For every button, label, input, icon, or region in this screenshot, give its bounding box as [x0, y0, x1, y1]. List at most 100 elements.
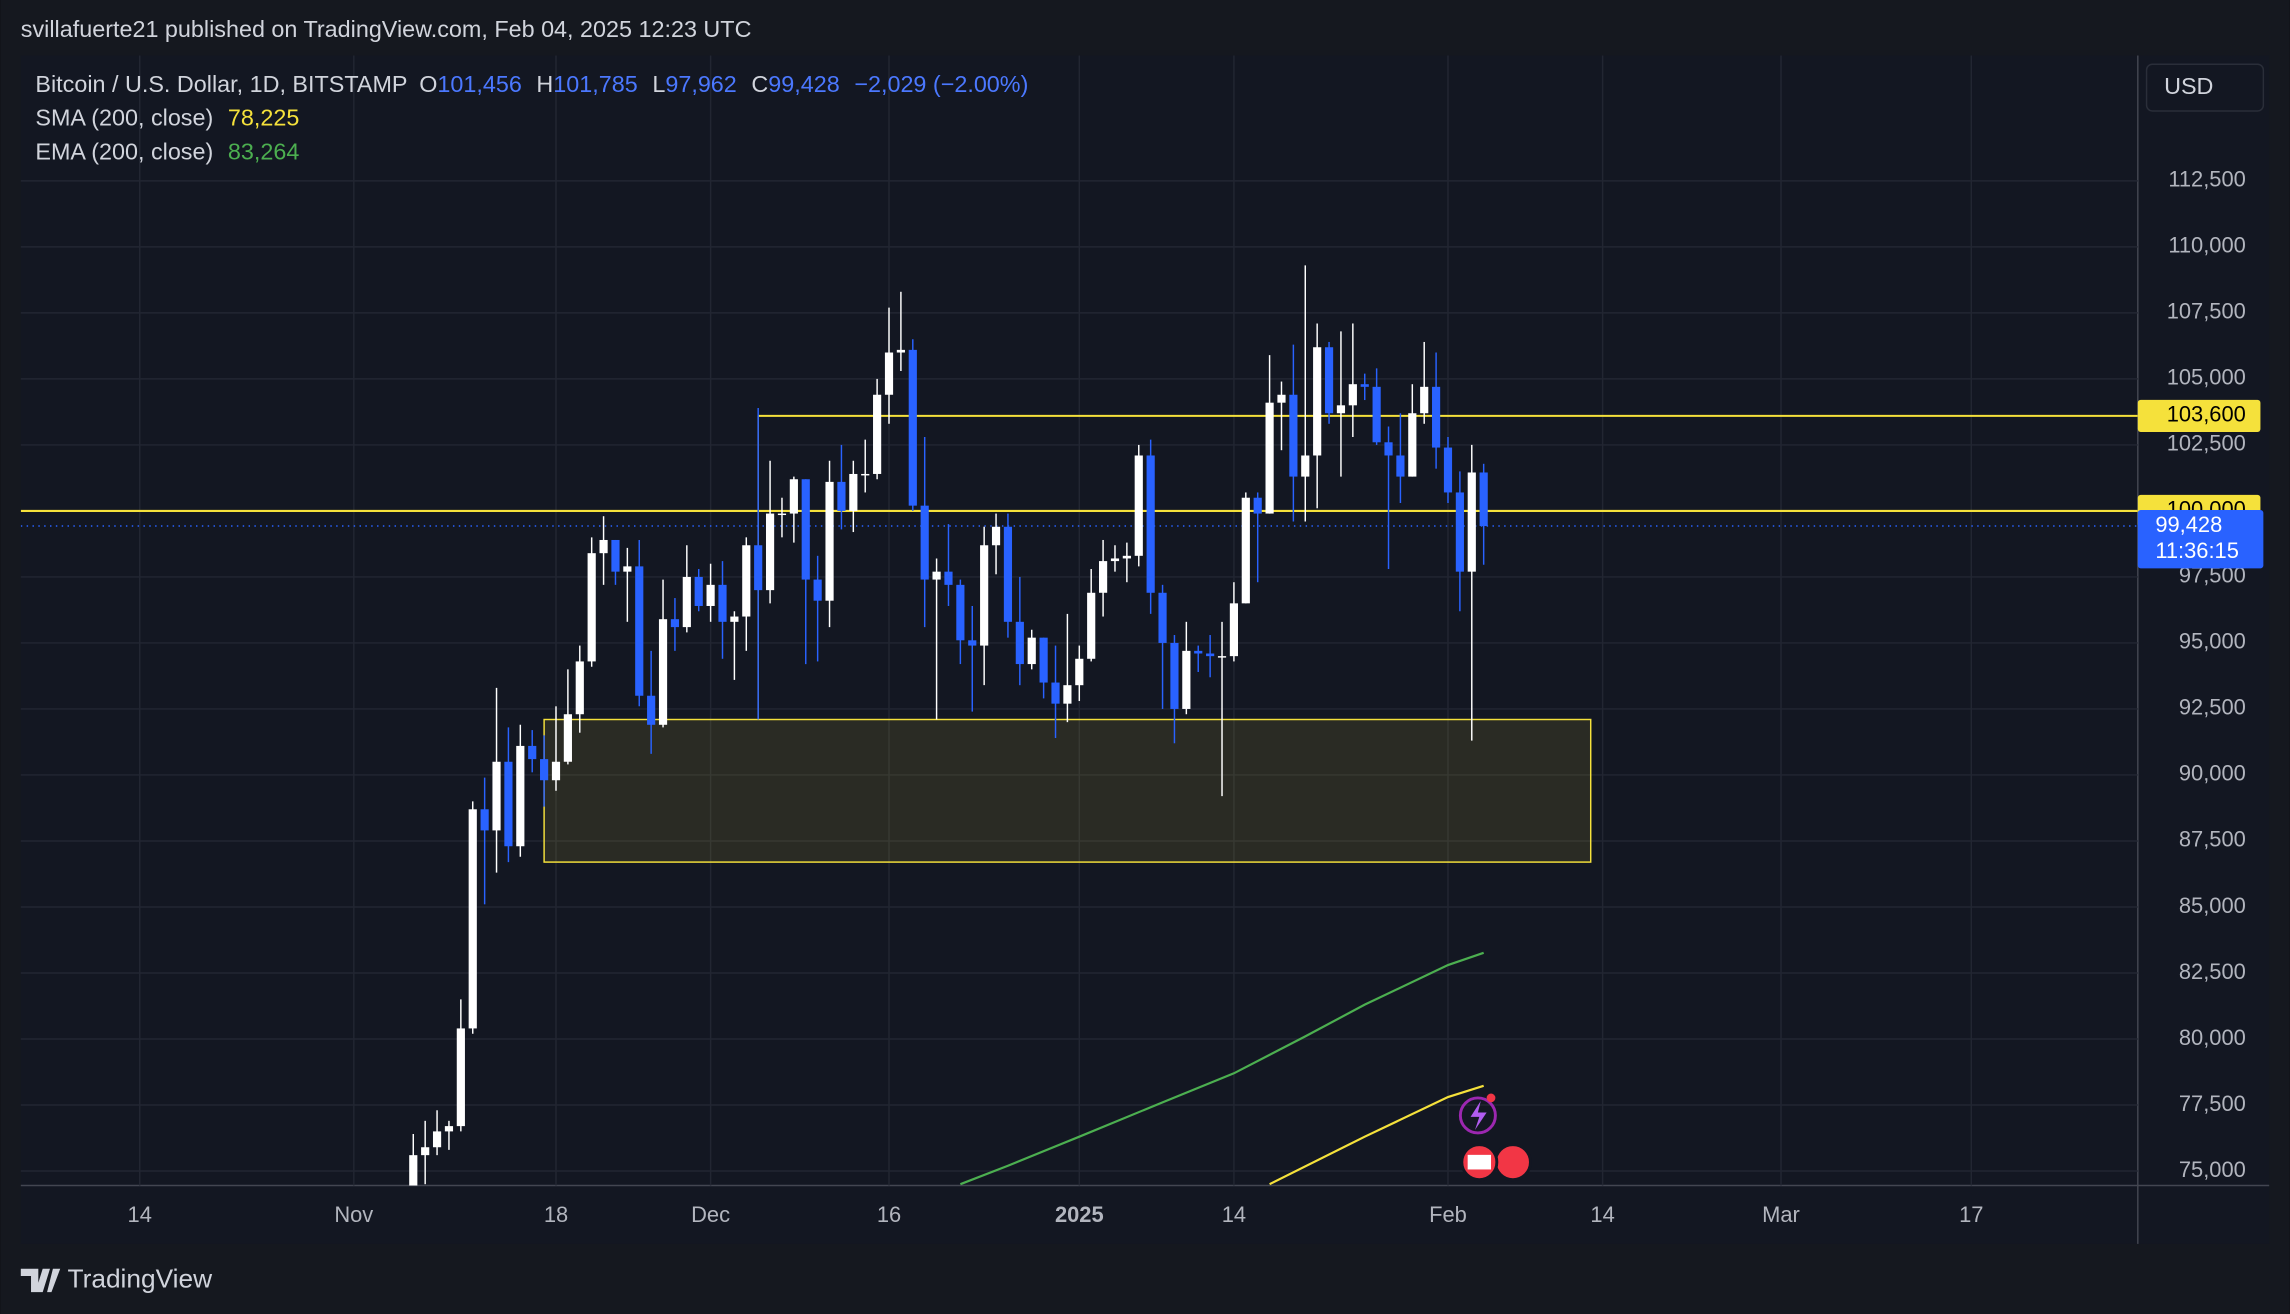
ohlc-value: 101,456	[437, 71, 521, 97]
candle-body	[623, 566, 632, 572]
candle-body	[1313, 347, 1322, 456]
y-tick-label: 102,500	[2167, 431, 2246, 456]
candle-body	[468, 809, 477, 1029]
x-tick-label: 14	[1222, 1202, 1246, 1227]
brand-logo	[20, 1268, 61, 1293]
brand-name: TradingView	[68, 1263, 214, 1293]
x-tick-label: Mar	[1762, 1202, 1800, 1227]
candle-body	[456, 1028, 465, 1127]
x-tick-label: Dec	[691, 1202, 730, 1227]
candle-body	[1408, 413, 1417, 477]
ohlc-value: 101,785	[553, 71, 637, 97]
candle-body	[1396, 455, 1405, 477]
y-tick-label: 110,000	[2168, 233, 2246, 258]
candle-body	[1194, 650, 1203, 654]
candle-body	[1467, 472, 1476, 572]
time-axis	[20, 1185, 2138, 1244]
x-tick-label: 16	[877, 1202, 901, 1227]
event-icon	[1470, 1100, 1487, 1131]
x-tick-label: 18	[544, 1202, 568, 1227]
zone	[543, 718, 1592, 863]
candle-body	[1455, 492, 1464, 572]
candle-body	[706, 584, 715, 606]
candle-body	[670, 619, 680, 628]
candle-body	[1039, 637, 1048, 683]
legend: Bitcoin / U.S. Dollar, 1D, BITSTAMP O101,…	[35, 71, 1028, 164]
candle-body	[1420, 386, 1429, 414]
x-tick-label: Nov	[334, 1202, 373, 1227]
candle-body	[980, 545, 989, 646]
ohlc-key: C	[751, 71, 768, 97]
candle-body	[611, 539, 620, 572]
candle-body	[1217, 656, 1227, 658]
axes: 75,000 77,500 80,000 82,500 85,000 87,500 90,0…	[128, 167, 2264, 1227]
indicator-value: 83,264	[228, 138, 299, 164]
candle-body	[1206, 653, 1215, 657]
candle-body	[421, 1147, 430, 1156]
candle-body	[801, 479, 810, 580]
price-axis	[2137, 55, 2270, 1244]
event-flag	[1493, 1143, 1532, 1182]
candle-body	[884, 352, 894, 395]
candle-body	[956, 584, 965, 641]
candle-body	[492, 761, 501, 831]
candle-body	[896, 349, 905, 353]
candle-body	[861, 473, 870, 476]
candle-body	[1324, 347, 1334, 414]
candle-body	[1122, 555, 1131, 559]
candle-body	[1146, 455, 1155, 593]
candle-body	[849, 473, 858, 511]
candle-body	[575, 661, 584, 715]
usd-button[interactable]: USD	[2145, 63, 2265, 112]
candle-body	[1443, 447, 1453, 493]
x-tick-label: 17	[1959, 1202, 1983, 1227]
indicator-value: 78,225	[228, 105, 299, 131]
candle-body	[444, 1126, 454, 1132]
event-icon	[1458, 1096, 1497, 1135]
candle-body	[932, 571, 941, 580]
indicator-line	[959, 951, 1485, 1186]
event-icons	[1458, 1093, 1532, 1182]
candle-body	[1360, 384, 1369, 387]
candle-body	[1289, 394, 1298, 477]
event-flag	[1467, 1154, 1492, 1170]
x-tick-label: 14	[1590, 1202, 1614, 1227]
candle-body	[1384, 442, 1393, 456]
ohlc-value: 99,428	[768, 71, 839, 97]
candle-body	[682, 576, 691, 628]
candle-body	[765, 513, 775, 591]
candle-body	[813, 579, 822, 601]
candle-body	[694, 576, 703, 606]
event-dot	[1486, 1093, 1496, 1103]
y-tick-label: 80,000	[2179, 1025, 2246, 1050]
candle-body	[540, 759, 549, 781]
candle-body	[516, 745, 525, 847]
x-tick-label: Feb	[1429, 1202, 1467, 1227]
y-tick-label: 112,500	[2168, 167, 2246, 192]
candle-body	[1182, 650, 1191, 709]
x-tick-label: 14	[128, 1202, 152, 1227]
y-tick-label: 95,000	[2179, 629, 2246, 654]
plot	[20, 265, 2138, 1186]
candle-body	[1027, 637, 1036, 665]
candle-body	[647, 695, 656, 725]
candle-body	[1265, 402, 1274, 514]
usd-box[interactable]	[2145, 63, 2265, 112]
candle-body	[730, 616, 739, 622]
candle-body	[635, 566, 644, 696]
y-tick-label: 90,000	[2179, 761, 2246, 786]
candle-body	[1075, 658, 1084, 686]
candle-body	[1063, 685, 1072, 704]
indicator-legend: SMA (200, close) 78,225	[35, 105, 299, 131]
indicator-legend: EMA (200, close) 83,264	[35, 138, 299, 164]
usd-label[interactable]: USD	[2164, 73, 2213, 99]
candle-body	[1087, 592, 1096, 659]
x-tick-label: 2025	[1055, 1202, 1104, 1227]
candle-body	[563, 714, 572, 762]
level-price-label: 103,600	[2167, 402, 2246, 427]
candle-body	[587, 553, 596, 662]
candle-body	[789, 479, 798, 514]
candle-body	[873, 394, 882, 474]
ohlc-key: L	[652, 71, 665, 97]
